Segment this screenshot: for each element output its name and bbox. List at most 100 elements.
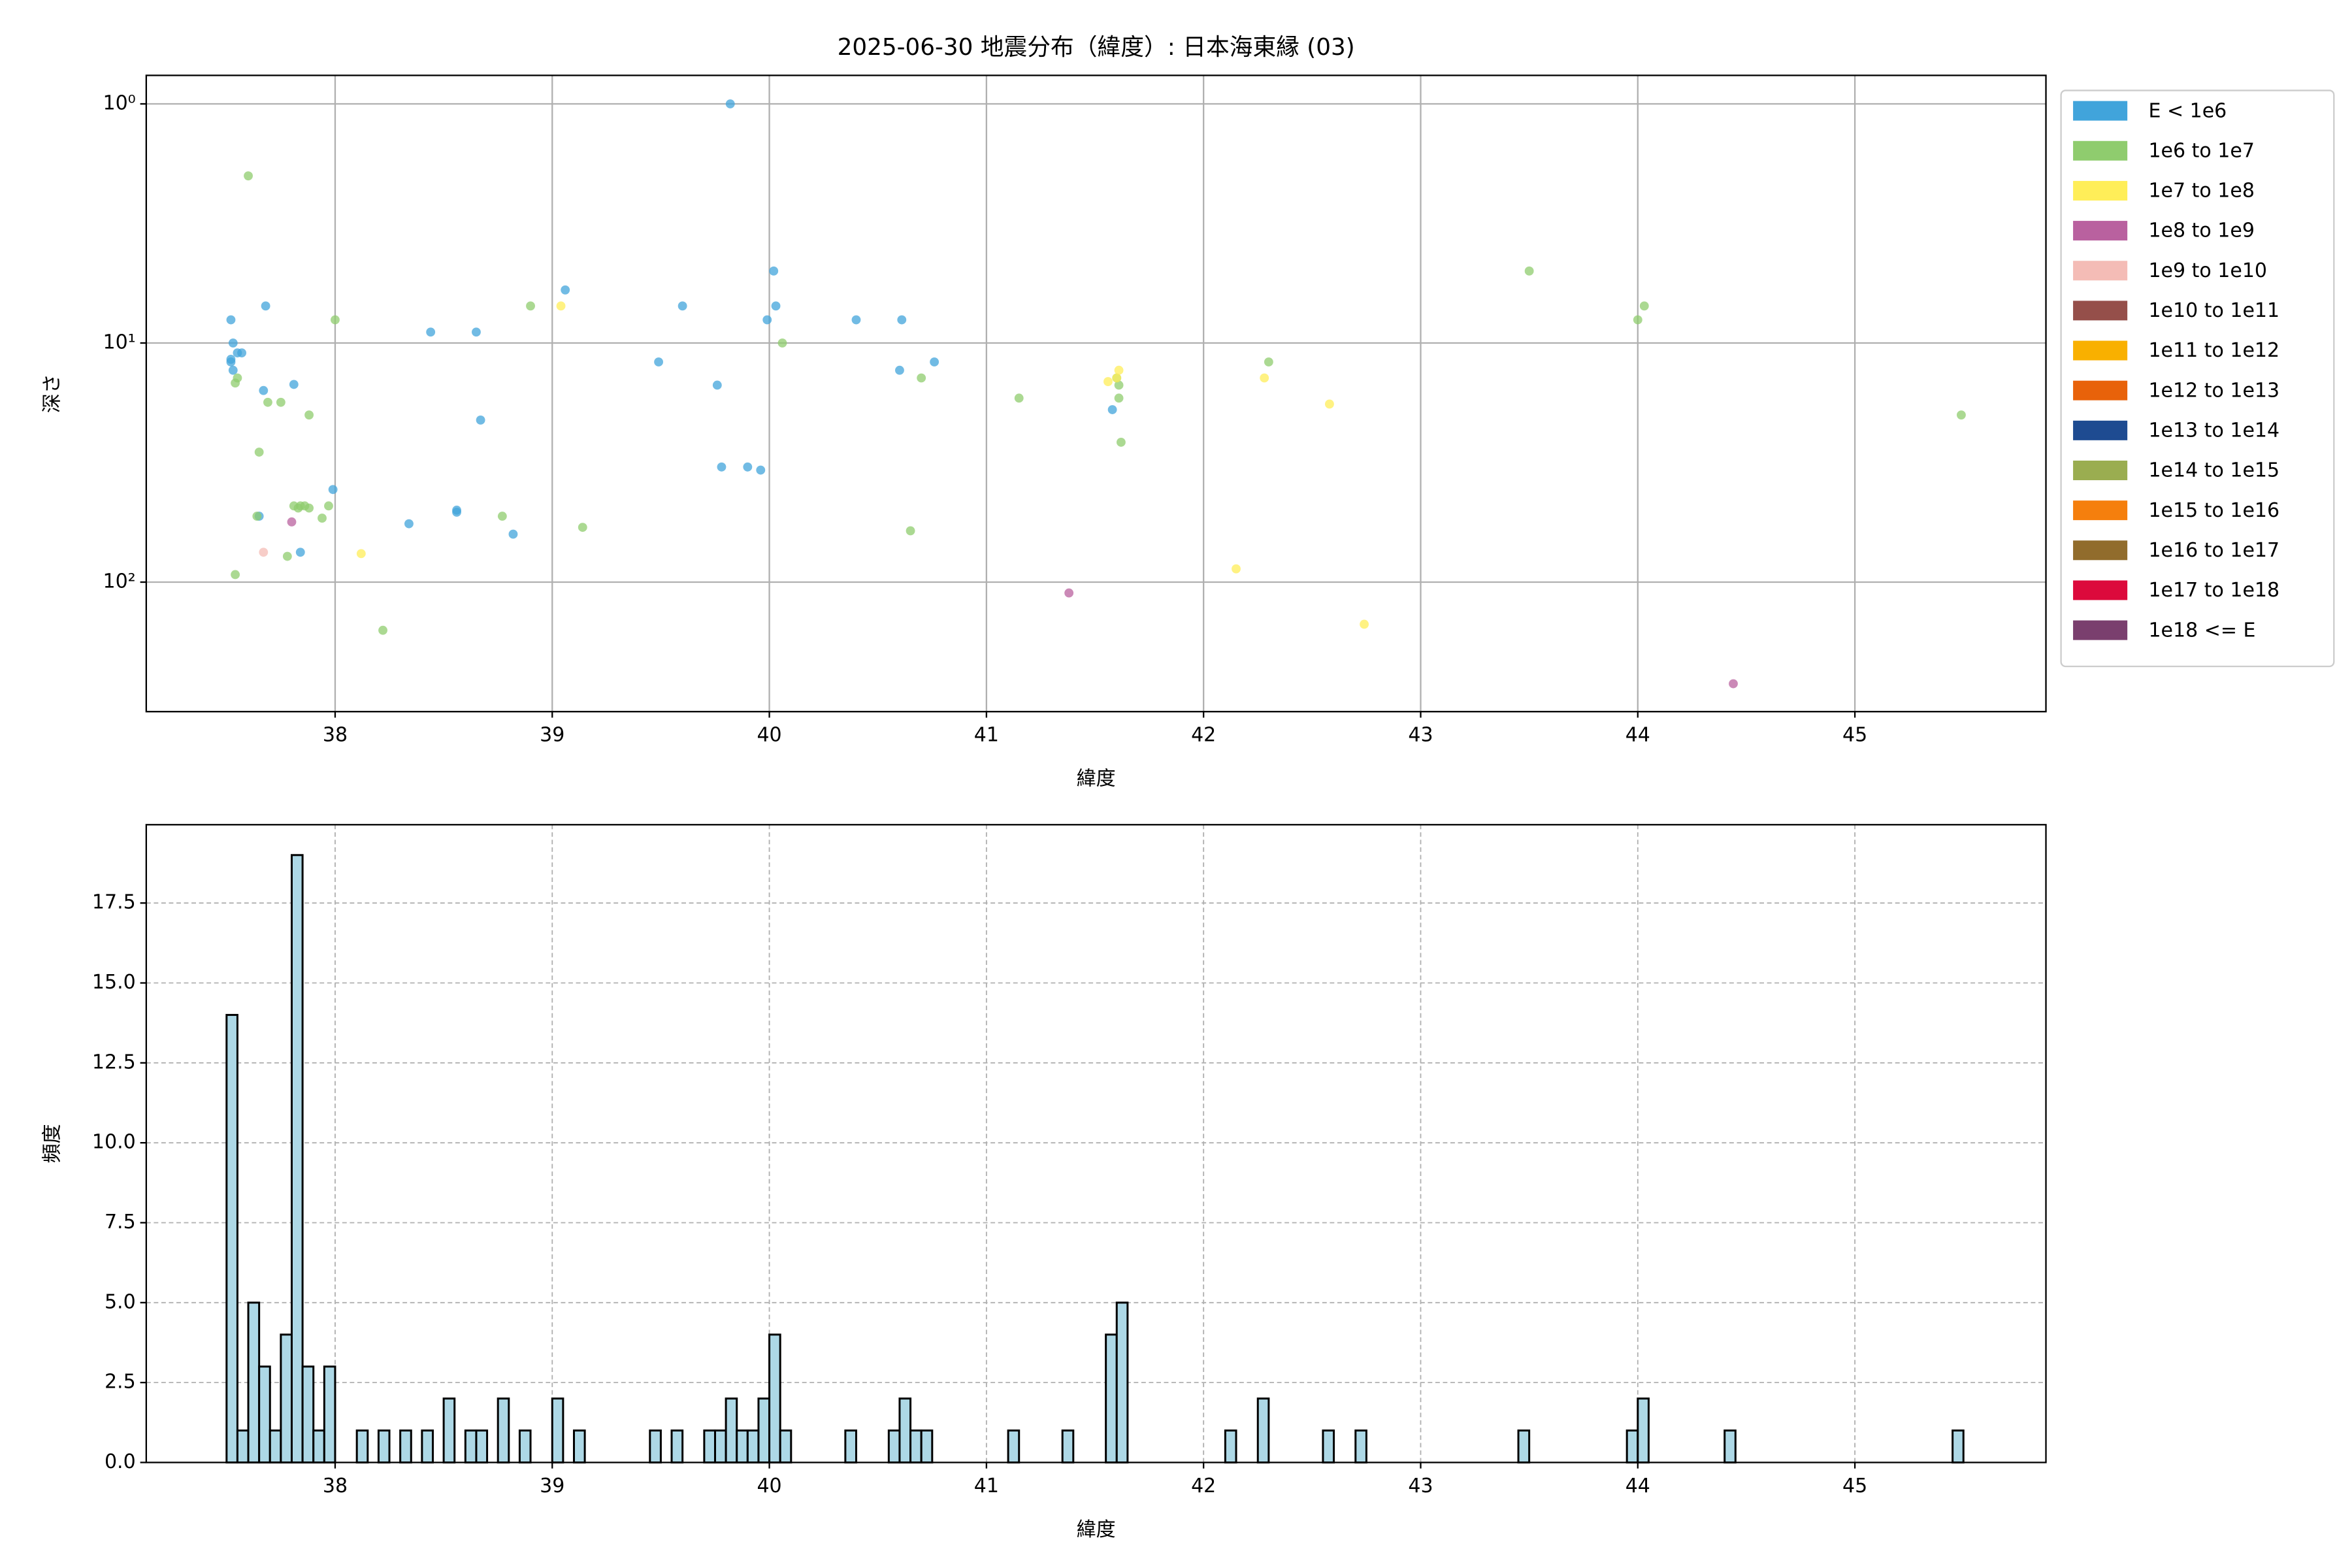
- legend-swatch: [2073, 340, 2128, 361]
- scatter-point: [1103, 377, 1113, 386]
- legend-label: 1e15 to 1e16: [2148, 499, 2279, 522]
- scatter-point: [1260, 373, 1269, 383]
- legend-swatch: [2073, 500, 2128, 521]
- scatter-point: [228, 338, 238, 348]
- y-tick-label: 10¹: [103, 331, 135, 354]
- scatter-point: [282, 551, 292, 561]
- scatter-point: [226, 357, 236, 367]
- y-tick-label: 10²: [103, 570, 135, 593]
- histogram-bar: [312, 1429, 325, 1463]
- scatter-point: [743, 462, 753, 472]
- scatter-point: [906, 526, 915, 536]
- histogram-bar: [301, 1365, 315, 1463]
- scatter-point: [231, 570, 240, 580]
- scatter-point: [1325, 399, 1334, 409]
- scatter-point: [426, 327, 436, 337]
- histogram-bar: [572, 1429, 586, 1463]
- scatter-point: [331, 315, 340, 325]
- scatter-point: [895, 365, 904, 375]
- scatter-point: [1112, 373, 1122, 383]
- scatter-point: [930, 357, 939, 367]
- scatter-point: [1729, 679, 1738, 689]
- histogram-bar: [1105, 1333, 1118, 1463]
- histogram-bar: [377, 1429, 391, 1463]
- scatter-point: [1957, 410, 1966, 420]
- scatter-point: [725, 99, 735, 108]
- scatter-point: [561, 285, 570, 295]
- scatter-point: [1114, 365, 1124, 375]
- scatter-point: [356, 549, 366, 559]
- y-axis-label: 深さ: [41, 374, 63, 413]
- scatter-point: [1014, 393, 1024, 403]
- scatter-point: [404, 519, 414, 529]
- histogram-bar: [779, 1429, 792, 1463]
- scatter-point: [497, 512, 507, 521]
- scatter-point: [897, 315, 907, 325]
- scatter-point: [259, 385, 269, 395]
- legend-swatch: [2073, 461, 2128, 480]
- scatter-point: [851, 315, 861, 325]
- histogram-bar: [649, 1429, 662, 1463]
- legend-swatch: [2073, 140, 2128, 161]
- x-tick-label: 45: [1842, 724, 1867, 747]
- legend-label: 1e11 to 1e12: [2148, 339, 2279, 362]
- histogram-bar: [323, 1365, 336, 1463]
- y-tick-label: 17.5: [92, 891, 136, 914]
- scatter-point: [259, 547, 269, 557]
- histogram-bar: [464, 1429, 478, 1463]
- legend-label: E < 1e6: [2148, 99, 2227, 122]
- scatter-point: [244, 171, 253, 181]
- x-tick-label: 41: [974, 724, 999, 747]
- histogram-bar: [920, 1429, 934, 1463]
- scatter-point: [771, 301, 781, 311]
- scatter-point: [762, 315, 772, 325]
- y-tick-label: 15.0: [92, 971, 136, 994]
- axes-frame: [145, 824, 2047, 1463]
- histogram-bar: [421, 1429, 434, 1463]
- legend-swatch: [2073, 301, 2128, 321]
- scatter-point: [293, 503, 303, 513]
- legend-swatch: [2073, 580, 2128, 600]
- histogram-bar: [1354, 1429, 1367, 1463]
- scatter-point: [1232, 564, 1241, 574]
- histogram-bar: [1322, 1429, 1335, 1463]
- histogram-bar: [1256, 1397, 1270, 1463]
- y-tick-label: 10⁰: [103, 92, 135, 115]
- scatter-point: [508, 529, 518, 539]
- histogram-bar: [670, 1429, 684, 1463]
- scatter-point: [1633, 315, 1642, 325]
- legend-label: 1e17 to 1e18: [2148, 579, 2279, 602]
- scatter-point: [254, 448, 264, 457]
- legend-label: 1e14 to 1e15: [2148, 459, 2279, 482]
- scatter-point: [556, 301, 566, 311]
- scatter-point: [226, 315, 236, 325]
- histogram-bar: [844, 1429, 857, 1463]
- scatter-point: [712, 380, 722, 390]
- scatter-point: [476, 416, 485, 425]
- scatter-point: [261, 301, 270, 311]
- histogram-bar: [225, 1013, 238, 1463]
- x-tick-label: 39: [540, 724, 564, 747]
- histogram-bar: [247, 1301, 261, 1463]
- scatter-point: [1116, 437, 1126, 447]
- legend-swatch: [2073, 261, 2128, 281]
- x-tick-label: 38: [323, 724, 348, 747]
- histogram-bar: [725, 1397, 738, 1463]
- y-tick-label: 5.0: [105, 1290, 136, 1313]
- legend-swatch: [2073, 620, 2128, 640]
- histogram-bar: [713, 1429, 727, 1463]
- legend-swatch: [2073, 101, 2128, 121]
- scatter-point: [452, 508, 461, 517]
- y-tick-label: 7.5: [105, 1211, 136, 1233]
- x-tick-label: 41: [974, 1475, 999, 1497]
- scatter-point: [263, 397, 272, 407]
- histogram-bar: [1952, 1429, 1965, 1463]
- scatter-point: [289, 380, 299, 389]
- scatter-point: [252, 512, 262, 521]
- legend-box: [2060, 90, 2335, 668]
- histogram-bar: [269, 1429, 282, 1463]
- legend-label: 1e16 to 1e17: [2148, 539, 2279, 562]
